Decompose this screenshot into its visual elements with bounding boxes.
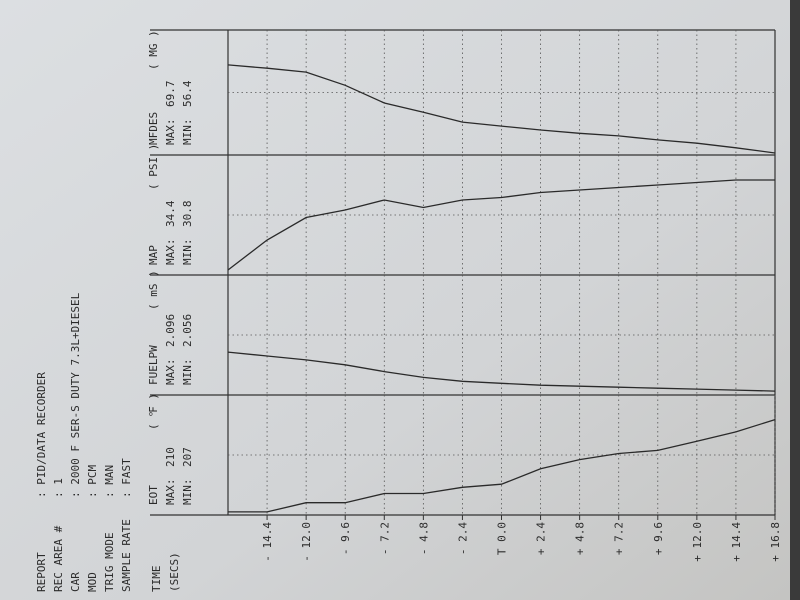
x-tick-label: + 4.8 — [574, 522, 587, 555]
panel-unit: ( mS ) — [147, 270, 160, 310]
header-label: MOD — [86, 572, 99, 592]
background — [790, 0, 800, 600]
min-label: MIN: — [181, 359, 194, 386]
trace — [228, 418, 776, 513]
time-unit: (SECS) — [168, 552, 181, 592]
min-label: MIN: — [181, 119, 194, 146]
min-value: 30.8 — [181, 201, 194, 228]
min-label: MIN: — [181, 239, 194, 266]
max-label: MAX: — [164, 119, 177, 146]
header-value: : 2000 F SER-S DUTY 7.3L+DIESEL — [69, 292, 82, 498]
header-label: SAMPLE RATE — [120, 519, 133, 592]
x-tick-label: + 14.4 — [730, 522, 743, 562]
header-value: : MAN — [103, 465, 116, 498]
trace — [227, 64, 776, 154]
x-tick-label: T 0.0 — [496, 522, 509, 555]
min-label: MIN: — [181, 479, 194, 506]
header-label: REPORT — [35, 552, 48, 592]
x-tick-label: - 7.2 — [378, 522, 391, 555]
header-value: : FAST — [120, 458, 133, 498]
max-value: 2.096 — [164, 314, 177, 347]
panel-title: EOT — [147, 485, 160, 505]
x-tick-label: - 2.4 — [456, 522, 469, 555]
header-label: CAR — [69, 572, 82, 592]
max-label: MAX: — [164, 479, 177, 506]
x-tick-label: + 16.8 — [769, 522, 782, 562]
x-tick-label: + 2.4 — [535, 522, 548, 555]
x-tick-label: + 9.6 — [652, 522, 665, 555]
panel-title: MFDES — [147, 112, 160, 145]
x-tick-label: + 12.0 — [691, 522, 704, 562]
trace — [227, 179, 775, 271]
max-value: 34.4 — [164, 200, 177, 227]
x-tick-label: - 9.6 — [339, 522, 352, 555]
header-value: : PID/DATA RECORDER — [35, 372, 48, 498]
panel-title: MAP — [147, 245, 160, 265]
x-tick-label: - 14.4 — [261, 522, 274, 562]
x-tick-label: + 7.2 — [613, 522, 626, 555]
panel-unit: ( PSI ) — [147, 144, 160, 190]
max-label: MAX: — [164, 239, 177, 266]
header-label: TRIG MODE — [103, 532, 116, 592]
header-value: : PCM — [86, 465, 99, 498]
panel-unit: ( ℉ ) — [147, 393, 160, 430]
max-label: MAX: — [164, 359, 177, 386]
trace — [227, 351, 776, 392]
min-value: 207 — [181, 447, 194, 467]
panel-unit: ( MG ) — [147, 30, 160, 70]
time-title: TIME — [150, 566, 163, 593]
panel-title: FUELPW — [147, 345, 160, 385]
max-value: 69.7 — [164, 81, 177, 108]
min-value: 56.4 — [181, 80, 194, 107]
header-label: REC AREA # — [52, 525, 65, 592]
max-value: 210 — [164, 447, 177, 467]
x-tick-label: - 4.8 — [417, 522, 430, 555]
header-value: : 1 — [52, 478, 65, 498]
x-tick-label: - 12.0 — [300, 522, 313, 562]
min-value: 2.056 — [181, 314, 194, 347]
